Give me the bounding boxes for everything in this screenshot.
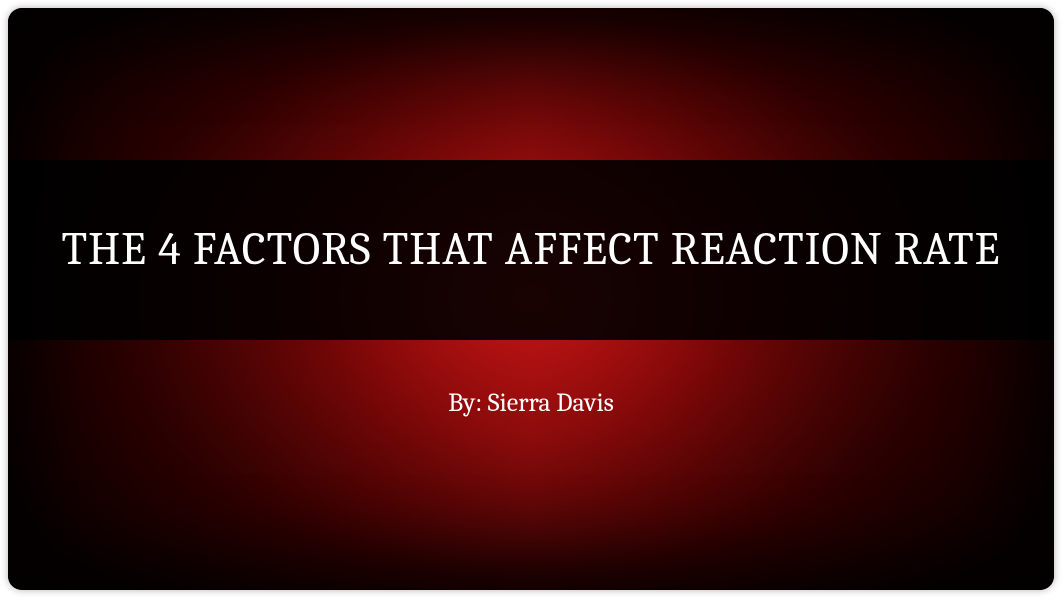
slide: THE 4 FACTORS THAT AFFECT REACTION RATE … [8,8,1054,590]
title-band: THE 4 FACTORS THAT AFFECT REACTION RATE [8,160,1054,340]
slide-title: THE 4 FACTORS THAT AFFECT REACTION RATE [61,220,1000,280]
slide-byline: By: Sierra Davis [8,388,1054,418]
